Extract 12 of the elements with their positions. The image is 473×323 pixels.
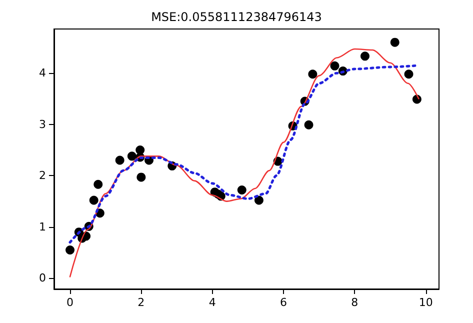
y-tick-label: 1 bbox=[39, 220, 46, 234]
y-tick-label: 4 bbox=[39, 66, 46, 80]
x-tick-label: 0 bbox=[66, 296, 74, 309]
x-tick-label: 6 bbox=[280, 296, 288, 309]
y-tick-label: 2 bbox=[39, 169, 46, 182]
x-tick-label: 2 bbox=[138, 296, 145, 309]
y-tick-label: 3 bbox=[39, 118, 46, 131]
x-tick-label: 4 bbox=[208, 296, 216, 309]
chart-title: MSE:0.05581112384796143 bbox=[151, 10, 322, 24]
x-tick-label: 10 bbox=[418, 296, 433, 309]
x-tick-label: 8 bbox=[351, 296, 358, 309]
y-tick-label: 0 bbox=[39, 272, 46, 285]
